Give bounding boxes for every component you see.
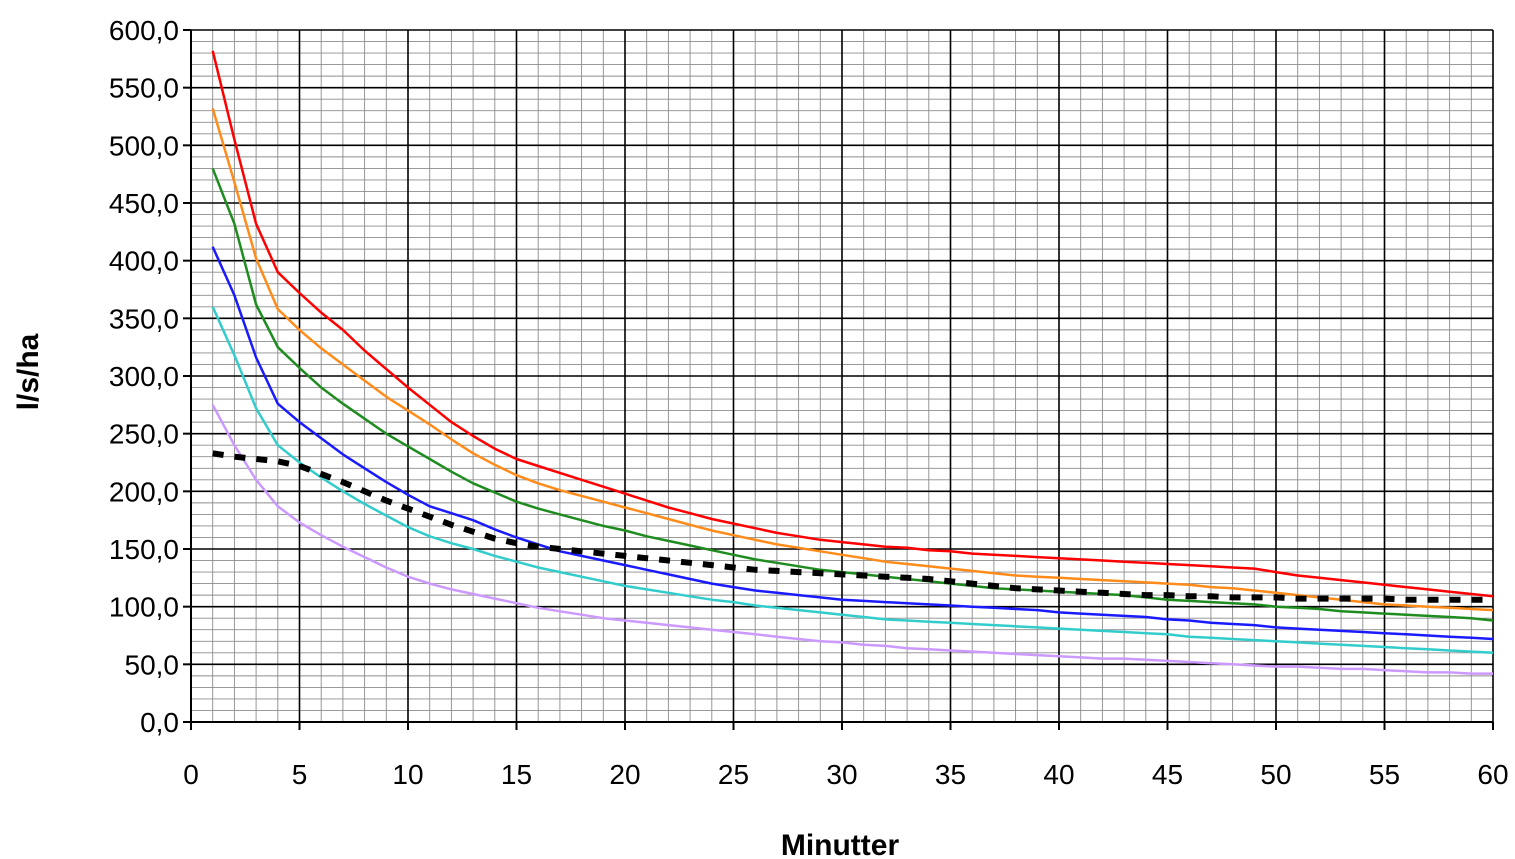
y-tick-label: 500,0 — [109, 130, 179, 161]
x-tick-label: 50 — [1260, 759, 1291, 790]
series-lines — [211, 50, 1494, 675]
x-tick-label: 25 — [718, 759, 749, 790]
y-tick-label: 250,0 — [109, 419, 179, 450]
series-line-3 — [211, 167, 1494, 622]
x-tick-label: 45 — [1152, 759, 1183, 790]
y-tick-label: 100,0 — [109, 592, 179, 623]
y-tick-label: 200,0 — [109, 476, 179, 507]
y-tick-label: 400,0 — [109, 246, 179, 277]
y-tick-label: 300,0 — [109, 361, 179, 392]
x-tick-label: 60 — [1477, 759, 1508, 790]
y-tick-label: 350,0 — [109, 303, 179, 334]
y-tick-label: 50,0 — [125, 649, 180, 680]
y-axis-tick-labels: 0,0 50,0 100,0 150,0 200,0 250,0 300,0 350,0 400… — [109, 15, 179, 738]
x-tick-label: 20 — [609, 759, 640, 790]
series-line-5 — [211, 306, 1494, 655]
series-line-2 — [211, 108, 1494, 612]
major-gridlines — [190, 29, 1494, 723]
series-line-1 — [211, 50, 1494, 598]
x-tick-label: 10 — [392, 759, 423, 790]
x-tick-label: 0 — [183, 759, 199, 790]
x-tick-label: 30 — [826, 759, 857, 790]
series-line-4 — [211, 246, 1494, 641]
y-tick-label: 0,0 — [140, 707, 179, 738]
x-tick-label: 5 — [292, 759, 308, 790]
y-tick-label: 450,0 — [109, 188, 179, 219]
y-tick-label: 150,0 — [109, 534, 179, 565]
axes — [183, 29, 1494, 730]
x-axis-tick-labels: 0 5 10 15 20 25 30 35 40 45 50 55 60 — [183, 759, 1508, 790]
x-tick-label: 35 — [935, 759, 966, 790]
x-tick-label: 15 — [501, 759, 532, 790]
y-axis-title: l/s/ha — [12, 333, 45, 410]
series-line-6 — [211, 404, 1493, 675]
series-line-dashed — [212, 450, 1493, 603]
x-tick-label: 40 — [1043, 759, 1074, 790]
x-tick-label: 55 — [1369, 759, 1400, 790]
y-tick-label: 600,0 — [109, 15, 179, 46]
y-tick-label: 550,0 — [109, 73, 179, 104]
x-axis-title: Minutter — [781, 829, 900, 859]
